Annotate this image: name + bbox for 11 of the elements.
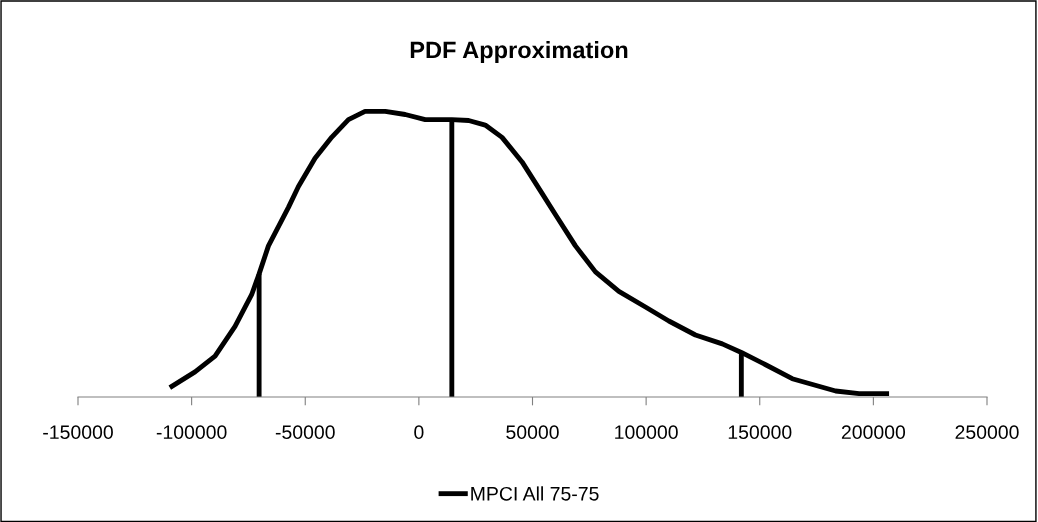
x-tick-label: 150000 (728, 425, 792, 440)
x-tick-label: 0 (414, 425, 424, 440)
x-tick-label: 50000 (506, 425, 559, 440)
x-tick-label: -50000 (275, 425, 335, 440)
chart-title: PDF Approximation (410, 41, 628, 63)
x-tick-label: 250000 (955, 425, 1019, 440)
legend-label: MPCI All 75-75 (471, 486, 599, 501)
x-tick-label: -150000 (43, 425, 113, 440)
x-tick-label: -100000 (156, 425, 227, 440)
x-tick-label: 200000 (841, 425, 906, 440)
x-tick-label: 100000 (615, 425, 678, 440)
